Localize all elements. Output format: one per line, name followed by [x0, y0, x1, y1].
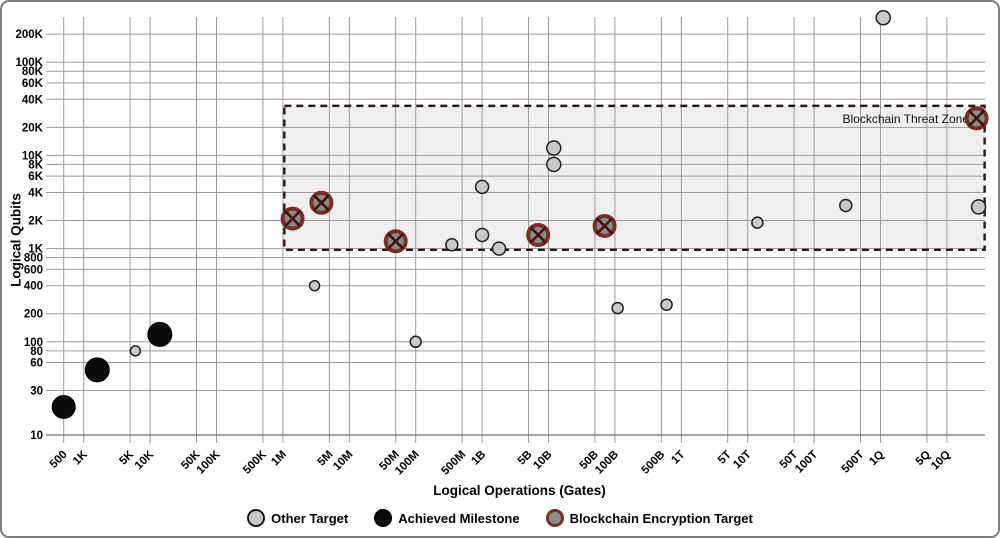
data-point-achieved-milestone — [84, 357, 110, 383]
legend-label-blockchain-target: Blockchain Encryption Target — [569, 510, 753, 526]
y-tick-label: 1K — [28, 244, 43, 256]
x-tick-label: 1B — [469, 449, 488, 468]
blockchain-cross-icon — [596, 217, 614, 235]
legend-item-blockchain-target: Blockchain Encryption Target — [545, 509, 753, 527]
x-tick-label: 500B — [640, 449, 668, 477]
data-point-other-target — [875, 9, 891, 26]
y-tick-label: 100 — [24, 337, 43, 349]
y-tick-label: 10K — [22, 150, 44, 162]
threat-zone-label: Blockchain Threat Zone — [842, 112, 969, 126]
x-tick-label: 10Q — [929, 449, 953, 473]
x-tick-label: 100K — [195, 448, 223, 476]
y-tick-label: 40K — [22, 94, 44, 106]
other-target-marker-icon — [247, 509, 266, 527]
blockchain-target-marker-icon — [545, 509, 564, 527]
blockchain-cross-icon — [312, 194, 330, 212]
legend-item-other-target: Other Target — [247, 509, 348, 527]
blockchain-cross-icon — [529, 226, 547, 244]
series-achieved-milestone — [51, 321, 173, 419]
y-tick-label: 800 — [24, 253, 43, 265]
legend-label-other-target: Other Target — [271, 510, 349, 526]
series-other-target — [129, 9, 987, 357]
y-tick-label: 80 — [30, 346, 43, 358]
threat-zone-border — [283, 104, 986, 252]
x-tick-label: 1K — [71, 448, 90, 467]
x-tick-label: 500M — [439, 449, 468, 478]
y-tick-label: 2K — [28, 216, 43, 228]
y-tick-label: 200K — [16, 29, 44, 41]
x-tick-label: 5T — [716, 449, 734, 467]
scatter-plot: 200K100K80K60K40K20K10K8K6K4K2K1K8006004… — [16, 9, 989, 477]
data-point-other-target — [474, 227, 490, 243]
y-axis-title: Logical Qubits — [8, 193, 24, 287]
y-tick-label: 20K — [22, 122, 44, 134]
y-tick-label: 80K — [22, 66, 44, 78]
data-point-other-target — [611, 301, 624, 315]
x-tick-label: 10T — [731, 449, 754, 472]
legend-item-achieved-milestone: Achieved Milestone — [374, 509, 520, 527]
series-blockchain-target — [280, 106, 989, 254]
x-tick-label: 1Q — [867, 449, 886, 468]
blockchain-cross-icon — [284, 210, 302, 227]
y-tick-label: 60K — [22, 78, 44, 90]
legend-label-achieved-milestone: Achieved Milestone — [398, 510, 520, 526]
threat-zone-area — [284, 105, 985, 250]
y-tick-label: 30 — [30, 386, 43, 398]
data-point-other-target — [546, 156, 562, 173]
data-point-other-target — [445, 237, 459, 252]
blockchain-cross-icon — [387, 232, 405, 250]
legend: Other Target Achieved Milestone Blockcha… — [2, 509, 998, 527]
x-tick-label: 100T — [793, 449, 820, 476]
y-tick-label: 4K — [28, 187, 43, 199]
y-tick-label: 10 — [30, 430, 43, 442]
x-tick-label: 500K — [241, 448, 269, 476]
x-tick-label: 1T — [669, 449, 687, 467]
x-tick-label: 100B — [593, 449, 621, 477]
data-point-other-target — [491, 241, 507, 256]
data-point-other-target — [970, 199, 987, 215]
x-tick-label: 500 — [48, 449, 70, 471]
achieved-milestone-marker-icon — [374, 509, 393, 527]
x-tick-label: 500T — [840, 449, 867, 476]
y-tick-label: 200 — [24, 309, 43, 321]
data-point-achieved-milestone — [147, 321, 173, 347]
y-tick-label: 6K — [28, 171, 43, 183]
data-point-other-target — [129, 345, 142, 357]
data-point-other-target — [839, 198, 853, 213]
blockchain-cross-icon — [968, 109, 986, 127]
y-tick-label: 400 — [24, 281, 43, 293]
x-tick-label: 10K — [133, 448, 157, 472]
x-tick-label: 10M — [331, 449, 355, 473]
x-tick-label: 1M — [269, 449, 289, 469]
data-point-other-target — [308, 279, 321, 292]
data-point-other-target — [474, 179, 490, 195]
y-tick-label: 8K — [28, 159, 43, 171]
data-point-other-target — [660, 298, 673, 311]
y-tick-label: 60 — [30, 357, 43, 369]
data-point-other-target — [546, 140, 562, 156]
x-tick-label: 10B — [531, 449, 554, 472]
data-point-other-target — [409, 335, 422, 349]
gridlines — [46, 17, 985, 443]
y-tick-label: 600 — [24, 264, 43, 276]
data-point-achieved-milestone — [51, 394, 76, 419]
data-point-other-target — [751, 216, 764, 229]
x-axis-title: Logical Operations (Gates) — [433, 483, 606, 498]
y-tick-label: 100K — [16, 57, 44, 69]
